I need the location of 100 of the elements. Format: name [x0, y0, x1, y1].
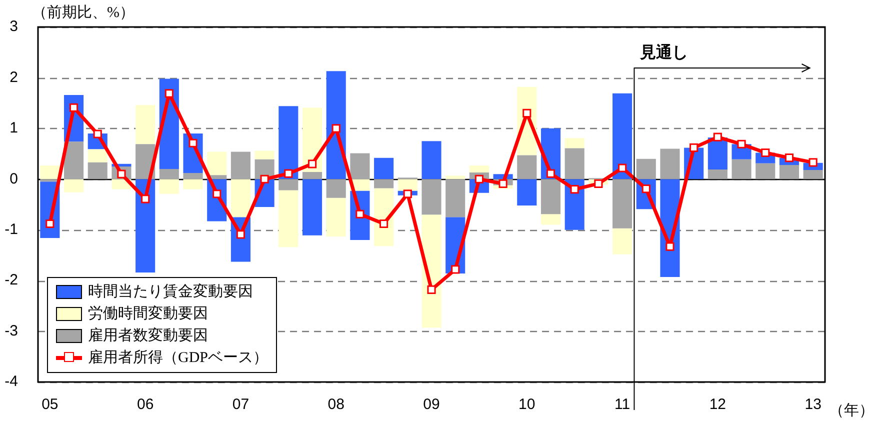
y-axis-title: （前期比、%）: [32, 4, 134, 21]
point: [427, 285, 436, 294]
bar: [278, 190, 298, 248]
bar: [803, 170, 823, 180]
bar: [64, 142, 84, 180]
bar: [159, 169, 179, 180]
bar: [422, 141, 442, 180]
point: [690, 143, 698, 152]
bar: [540, 179, 561, 214]
point: [188, 138, 198, 148]
legend-label: 雇用者数変動要因: [88, 326, 208, 346]
point: [260, 174, 269, 184]
ref-line-label: 見通し: [639, 42, 688, 62]
bar: [564, 148, 584, 180]
bar: [230, 152, 250, 180]
x-tick-label: 08: [328, 396, 344, 414]
bar: [374, 179, 394, 188]
point: [380, 219, 388, 228]
x-axis-title: （年）: [829, 402, 869, 419]
bar: [350, 153, 370, 180]
bar: [469, 165, 489, 173]
bar: [564, 138, 584, 148]
point: [46, 219, 54, 228]
bar: [422, 179, 442, 215]
point: [498, 179, 508, 188]
bar: [183, 179, 203, 190]
x-tick-label: 12: [709, 396, 726, 414]
point: [594, 179, 603, 188]
bar: [446, 179, 466, 218]
y-tick-label: 1: [10, 120, 18, 137]
y-tick-label: 2: [10, 68, 18, 86]
point: [784, 154, 794, 162]
bar: [207, 152, 227, 176]
point: [236, 230, 245, 239]
bar: [612, 93, 632, 180]
bar: [183, 173, 203, 180]
point: [642, 184, 650, 194]
bar: [230, 179, 250, 218]
x-tick-label: 09: [423, 396, 440, 414]
point: [69, 103, 78, 112]
point: [93, 130, 102, 138]
bar: [540, 214, 561, 225]
point: [618, 164, 627, 172]
point: [546, 169, 556, 178]
bar: [136, 179, 156, 272]
x-tick-label: 10: [518, 396, 536, 414]
legend-label: 時間当たり賃金変動要因: [88, 282, 253, 302]
bar: [612, 179, 632, 228]
x-tick-label: 06: [136, 396, 154, 414]
point: [713, 132, 722, 142]
point: [737, 140, 746, 148]
point: [474, 174, 484, 184]
bar: [64, 179, 84, 192]
point: [522, 108, 532, 118]
bar: [254, 150, 274, 160]
bar: [326, 198, 346, 236]
bar: [708, 170, 728, 180]
point: [332, 124, 340, 133]
bar: [278, 179, 298, 190]
y-tick-label: -1: [4, 221, 18, 238]
x-tick-label: 13: [804, 396, 822, 414]
x-tick-label: 07: [232, 396, 250, 414]
bar: [612, 228, 632, 254]
point: [761, 148, 770, 158]
bar: [398, 179, 418, 191]
legend-label: 雇用者所得（GDPベース）: [88, 348, 268, 368]
point: [403, 190, 412, 198]
bar: [756, 163, 776, 180]
y-tick-label: 0: [10, 170, 18, 188]
bar: [40, 165, 60, 180]
bar: [732, 159, 752, 180]
bar: [517, 155, 537, 180]
point: [284, 169, 293, 178]
x-tick-label: 11: [614, 396, 630, 414]
point: [666, 242, 674, 251]
bar: [446, 176, 466, 180]
bar: [302, 172, 322, 180]
y-tick-label: -2: [4, 272, 18, 289]
bar: [159, 179, 179, 194]
point: [570, 185, 579, 194]
bar: [136, 105, 156, 144]
point: [141, 194, 150, 204]
point: [451, 265, 460, 274]
x-tick-label: 05: [42, 396, 58, 414]
y-tick-label: 3: [10, 18, 18, 36]
bar: [88, 149, 108, 162]
point: [356, 210, 364, 218]
bar: [302, 179, 322, 236]
point: [808, 158, 818, 167]
bar: [374, 158, 394, 180]
bar: [636, 158, 656, 180]
bar: [278, 106, 298, 180]
bar: [326, 179, 346, 198]
point: [212, 190, 222, 198]
bar: [88, 162, 108, 180]
point: [164, 89, 174, 98]
bar: [779, 164, 800, 180]
bar: [660, 148, 680, 180]
y-tick-label: -3: [4, 322, 18, 340]
bar: [517, 179, 537, 206]
